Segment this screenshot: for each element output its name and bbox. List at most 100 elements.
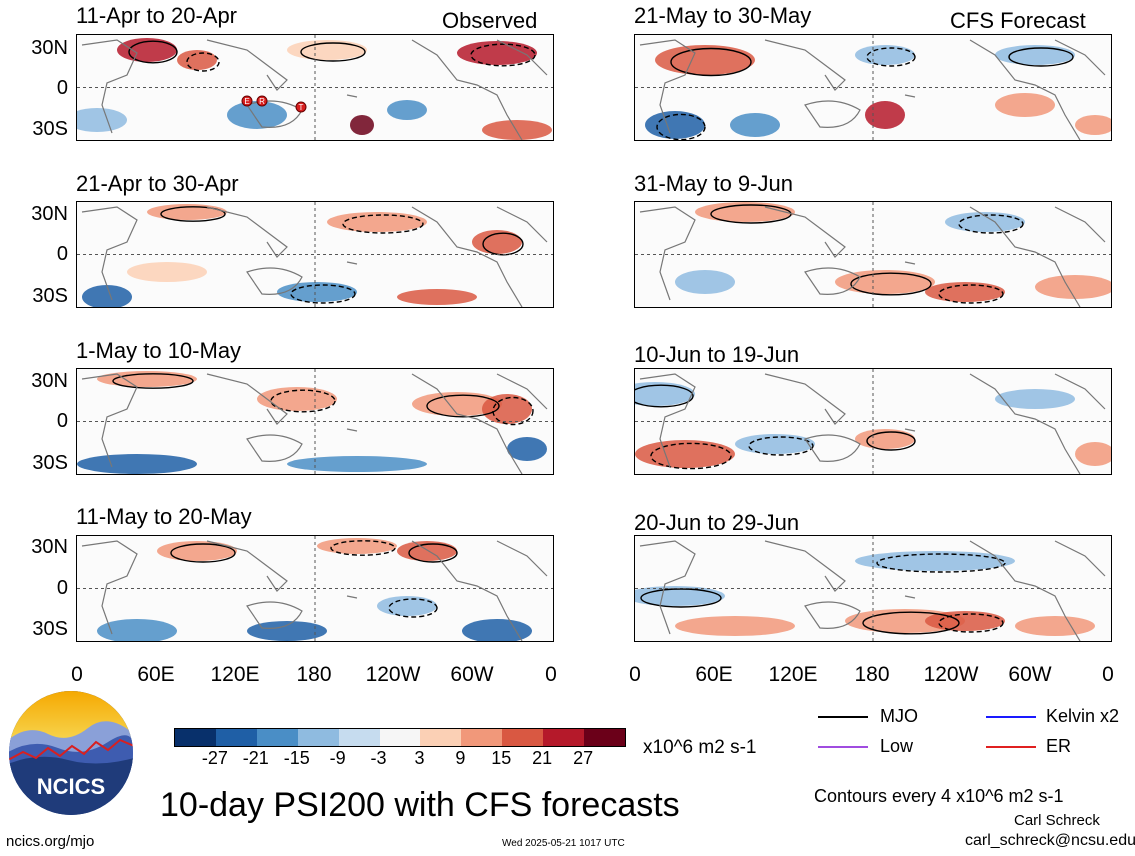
lat-label-30s-4: 30S	[32, 618, 68, 640]
coastline	[411, 206, 523, 307]
panel-tag-cfs-forecast: CFS Forecast	[950, 8, 1086, 33]
map-panel-fcst-4	[634, 535, 1112, 642]
colorbar-tick-label: 21	[532, 748, 553, 768]
mjo-contour	[426, 394, 500, 418]
lon-label-0-c: 0	[629, 663, 641, 686]
coastline	[904, 428, 916, 432]
lat-label-30n-4: 30N	[31, 536, 68, 558]
lon-label-180-b: 180	[854, 663, 890, 686]
anomaly-shading	[945, 212, 1025, 232]
coastline	[246, 601, 303, 629]
mjo-contour	[866, 431, 916, 451]
coastline	[346, 595, 358, 599]
coastline	[496, 206, 548, 243]
mjo-contour	[388, 598, 438, 618]
map-panel-obs-2	[76, 201, 554, 308]
colorbar-cell	[215, 729, 257, 746]
coastline	[639, 540, 696, 635]
coastline	[81, 206, 138, 301]
legend-kelvin-line	[986, 716, 1036, 718]
anomaly-shading	[730, 113, 780, 137]
coastline	[804, 434, 861, 462]
lat-label-30n-3: 30N	[31, 370, 68, 392]
mjo-contour	[938, 284, 1004, 304]
coastline	[764, 39, 846, 91]
colorbar-tick-label: 9	[455, 748, 466, 768]
lon-label-60e-b: 60E	[695, 663, 733, 686]
lon-label-60e-a: 60E	[137, 663, 175, 686]
storm-marker-label: R	[259, 97, 265, 106]
anomaly-shading	[635, 440, 735, 468]
map-panel-obs-3	[76, 368, 554, 475]
storm-marker	[295, 101, 307, 113]
coastline	[81, 39, 138, 134]
mjo-contour	[300, 42, 366, 62]
map-canvas	[635, 369, 1111, 474]
anomaly-shading	[317, 538, 397, 554]
lon-label-0-d: 0	[1102, 663, 1114, 686]
mjo-contour	[670, 47, 752, 77]
colorbar-tick-label: -15	[283, 748, 310, 768]
site-link[interactable]: ncics.org/mjo	[6, 833, 95, 850]
anomaly-shading	[462, 619, 532, 641]
anomaly-shading	[387, 100, 427, 120]
mjo-contour	[958, 214, 1024, 234]
coastline	[764, 373, 846, 425]
coastline	[1054, 206, 1106, 243]
anomaly-shading	[227, 101, 287, 129]
colorbar-cell	[543, 729, 585, 746]
lon-label-0-b: 0	[545, 663, 557, 686]
lon-label-0-a: 0	[71, 663, 83, 686]
map-canvas	[635, 35, 1111, 140]
storm-marker-label: E	[244, 97, 249, 106]
mjo-contour	[748, 436, 814, 456]
colorbar-cell	[297, 729, 339, 746]
anomaly-shading	[127, 262, 207, 282]
mjo-contour	[850, 272, 932, 296]
coastline	[804, 100, 861, 128]
anomaly-shading	[117, 38, 177, 62]
map-canvas	[77, 536, 553, 641]
lon-label-120w-b: 120W	[923, 663, 979, 686]
mjo-contour	[492, 396, 534, 426]
mjo-contour	[876, 553, 1006, 573]
coastline	[904, 595, 916, 599]
legend-er-line	[986, 746, 1036, 748]
colorbar-tick-label: 3	[414, 748, 425, 768]
lat-label-0-3: 0	[56, 410, 68, 432]
chart-title: 10-day PSI200 with CFS forecasts	[160, 786, 680, 824]
mjo-contour	[656, 113, 706, 140]
colorbar-tick-label: -9	[329, 748, 346, 768]
anomaly-shading	[97, 619, 177, 641]
lon-label-120e-b: 120E	[768, 663, 818, 686]
coastline	[496, 540, 548, 577]
panel-tag-observed: Observed	[442, 8, 538, 33]
author-name: Carl Schreck	[1014, 812, 1100, 829]
anomaly-shading	[257, 387, 337, 411]
anomaly-shading	[482, 394, 532, 424]
anomaly-shading	[675, 616, 795, 636]
map-canvas	[77, 369, 553, 474]
panel-title-obs-2: 21-Apr to 30-Apr	[76, 171, 239, 196]
map-panel-obs-4	[76, 535, 554, 642]
lon-label-60w-a: 60W	[450, 663, 494, 686]
panel-title-obs-1: 11-Apr to 20-Apr	[76, 3, 238, 28]
colorbar-cell	[175, 729, 216, 746]
legend-er-label: ER	[1046, 736, 1072, 756]
lat-label-30n-1: 30N	[31, 37, 68, 59]
lat-label-30n-2: 30N	[31, 203, 68, 225]
mjo-contour	[408, 543, 458, 563]
coastline	[206, 39, 288, 91]
coastline	[969, 206, 1081, 307]
anomaly-shading	[77, 454, 197, 474]
mjo-contour	[862, 611, 960, 635]
map-panel-fcst-3	[634, 368, 1112, 475]
panel-title-fcst-3: 10-Jun to 19-Jun	[634, 342, 800, 367]
anomaly-shading	[247, 621, 327, 641]
coastline	[411, 39, 523, 140]
anomaly-shading	[1075, 442, 1111, 466]
anomaly-shading	[995, 389, 1075, 409]
mjo-contour	[160, 206, 226, 222]
colorbar-tick-label: 15	[491, 748, 512, 768]
anomaly-shading	[482, 120, 552, 140]
